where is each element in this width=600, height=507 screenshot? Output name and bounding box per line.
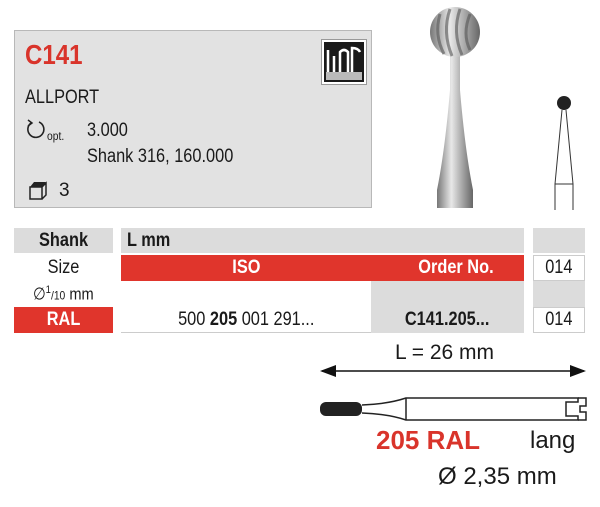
size-spacer	[533, 281, 585, 307]
iso-number: 500 205 001 291...	[121, 307, 371, 333]
iso-header: ISO	[121, 255, 371, 281]
length-label: L = 26 mm	[395, 341, 495, 364]
size-value: 014	[533, 307, 585, 333]
size-label: Size	[47, 257, 80, 278]
shank-ral: RAL	[14, 307, 113, 333]
order-no-header: Order No.	[371, 255, 524, 281]
application-logo	[321, 39, 367, 85]
shank-header: Shank	[14, 228, 113, 253]
bur-outline	[554, 96, 574, 210]
product-info-box: C141 ALLPORT opt. 3.000 Shank 316, 160.0…	[14, 30, 372, 208]
diameter-label: ∅1/10 mm	[33, 283, 94, 304]
product-name: ALLPORT	[25, 87, 100, 108]
size-value: 014	[533, 255, 585, 281]
bur-photo	[430, 7, 480, 208]
shank-diameter: Ø 2,35 mm	[438, 463, 557, 490]
product-code: C141	[25, 39, 83, 70]
shank-code: 205 RAL	[376, 425, 481, 455]
rotation-icon	[25, 119, 47, 146]
speed-shank: Shank 316, 160.000	[87, 146, 234, 167]
speed-value: 3.000	[87, 120, 128, 141]
length-header: L mm	[121, 228, 524, 253]
package-icon	[27, 179, 49, 206]
speed-label: opt.	[47, 129, 65, 143]
shank-diagram	[320, 365, 587, 421]
size-col-header	[533, 228, 585, 253]
order-no-spacer	[371, 281, 524, 307]
order-number[interactable]: C141.205...	[371, 307, 524, 333]
pack-quantity: 3	[59, 180, 70, 201]
shank-type: lang	[530, 427, 576, 454]
